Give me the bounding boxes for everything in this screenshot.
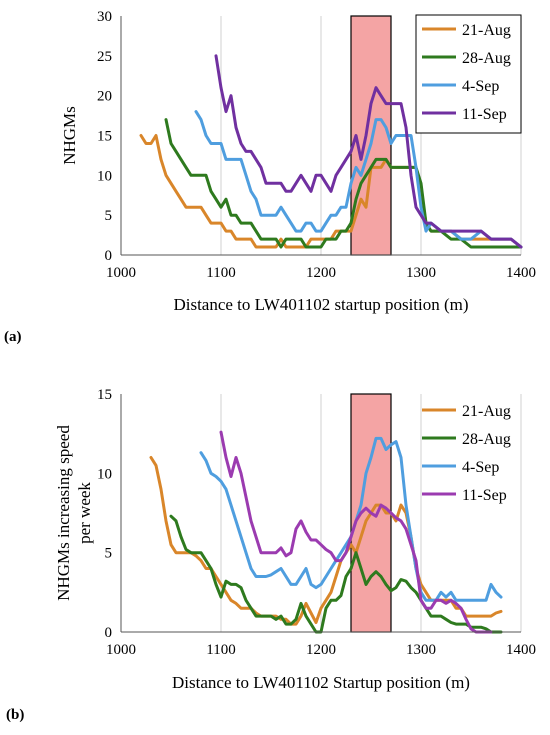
p1-x-axis-label: Distance to LW401102 startup position (m… [173, 295, 468, 314]
p2-x-tick-label: 1300 [406, 642, 436, 658]
p2-y-axis-label-line1: NHGMs increasing speed [54, 425, 73, 601]
p1-x-tick-label: 1100 [206, 265, 235, 281]
p1-legend-label-21-aug: 21-Aug [462, 22, 511, 39]
panel-b-label: (b) [6, 707, 25, 723]
p2-legend-label-28-aug: 28-Aug [462, 431, 511, 448]
p1-series-line-11-sep [214, 54, 523, 249]
p1-legend-label-4-sep: 4-Sep [462, 78, 499, 95]
p2-y-tick-label: 5 [105, 546, 113, 562]
p1-y-tick-label: 10 [97, 168, 112, 184]
p1-y-tick-label: 25 [97, 49, 112, 65]
p2-series-line-28-aug [169, 514, 503, 634]
p2-x-tick-label: 1100 [206, 642, 235, 658]
p1-y-tick-label: 15 [97, 129, 112, 145]
p1-y-tick-label: 0 [105, 248, 113, 264]
p1-legend-label-11-sep: 11-Sep [462, 106, 507, 123]
p2-x-tick-label: 1200 [306, 642, 336, 658]
p1-series-line-4-sep [194, 110, 523, 249]
p1-x-tick-label: 1400 [506, 265, 536, 281]
p2-series-line-11-sep [219, 430, 493, 634]
p1-x-tick-label: 1200 [306, 265, 336, 281]
p1-x-tick-label: 1000 [106, 265, 136, 281]
p2-y-axis-label-line2: per week [75, 482, 94, 544]
p1-y-tick-label: 20 [97, 89, 112, 105]
p2-x-axis-label: Distance to LW401102 Startup position (m… [172, 673, 470, 692]
p2-legend-label-21-aug: 21-Aug [462, 403, 511, 420]
p1-legend-label-28-aug: 28-Aug [462, 50, 511, 67]
p1-y-axis-label: NHGMs [60, 106, 79, 165]
p2-series-line-21-aug [149, 456, 503, 626]
p2-x-tick-label: 1400 [506, 642, 536, 658]
p2-x-tick-label: 1000 [106, 642, 136, 658]
p1-y-tick-label: 30 [97, 9, 112, 25]
p2-legend-label-4-sep: 4-Sep [462, 459, 499, 476]
p2-y-tick-label: 15 [97, 387, 112, 403]
p2-y-tick-label: 10 [97, 466, 112, 482]
p2-legend-label-11-sep: 11-Sep [462, 487, 507, 504]
p1-highlight-band [350, 15, 392, 256]
panel-a-label: (a) [4, 329, 22, 345]
p2-y-tick-label: 0 [105, 625, 113, 641]
p1-y-tick-label: 5 [105, 208, 113, 224]
p1-legend-box [415, 14, 522, 134]
p1-series-line-28-aug [164, 118, 523, 249]
p1-x-tick-label: 1300 [406, 265, 436, 281]
